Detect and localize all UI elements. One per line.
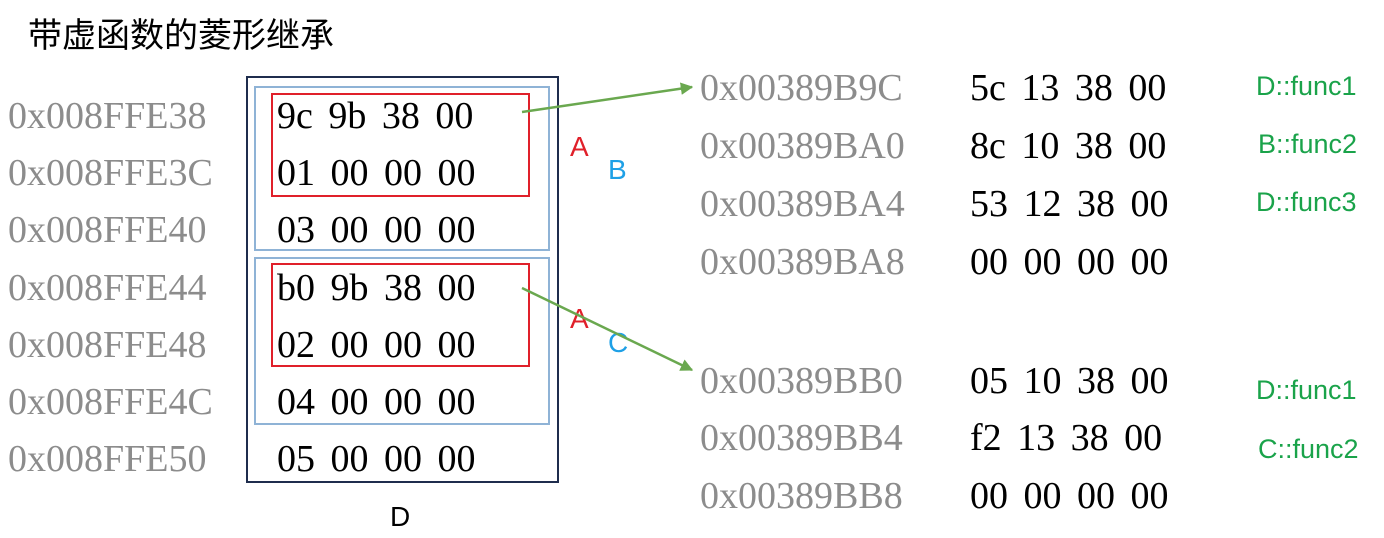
object-bytes: 02 00 00 00: [277, 324, 476, 366]
object-bytes: 03 00 00 00: [277, 209, 476, 251]
vtable-bytes: 00 00 00 00: [970, 241, 1169, 283]
vtable-bytes: f2 13 38 00: [970, 417, 1163, 459]
object-address: 0x008FFE38: [8, 95, 207, 137]
vtable-bytes: 05 10 38 00: [970, 360, 1169, 402]
object-address: 0x008FFE40: [8, 209, 207, 251]
object-d-box: [246, 76, 559, 483]
object-bytes: 04 00 00 00: [277, 381, 476, 423]
vptr-b-arrow: [521, 82, 694, 114]
vtable-bytes: 00 00 00 00: [970, 475, 1169, 517]
vtable-function-name: C::func2: [1258, 434, 1359, 464]
vtable-function-name: D::func1: [1256, 71, 1357, 101]
subobject-a-label: A: [570, 131, 589, 162]
vtable-function-name: B::func2: [1258, 129, 1358, 159]
vtable-address: 0x00389B9C: [700, 67, 903, 109]
subobject-a-in-b-frame: [271, 93, 530, 197]
subobject-a-label: A: [570, 303, 589, 334]
vtable-bytes: 53 12 38 00: [970, 183, 1169, 225]
object-bytes: 9c 9b 38 00: [277, 95, 474, 137]
object-bytes: 01 00 00 00: [277, 152, 476, 194]
vptr-c-arrow: [521, 286, 694, 372]
subobject-c-frame: [254, 257, 550, 425]
vtable-address: 0x00389BA4: [700, 183, 905, 225]
object-label: D: [390, 501, 411, 532]
object-address: 0x008FFE48: [8, 324, 207, 366]
object-address: 0x008FFE44: [8, 267, 207, 309]
vtable-function-name: D::func1: [1256, 375, 1357, 405]
vtable-address: 0x00389BA8: [700, 241, 905, 283]
subobject-b-frame: [254, 86, 550, 251]
object-bytes: b0 9b 38 00: [277, 267, 476, 309]
object-address: 0x008FFE4C: [8, 381, 213, 423]
vtable-address: 0x00389BA0: [700, 125, 905, 167]
object-address: 0x008FFE3C: [8, 152, 213, 194]
vtable-function-name: D::func3: [1256, 187, 1357, 217]
vtable-bytes: 5c 13 38 00: [970, 67, 1167, 109]
subobject-b-label: B: [608, 154, 627, 185]
object-address: 0x008FFE50: [8, 438, 207, 480]
vtable-address: 0x00389BB4: [700, 417, 903, 459]
vtable-address: 0x00389BB0: [700, 360, 903, 402]
vtable-address: 0x00389BB8: [700, 475, 903, 517]
subobject-a-in-c-frame: [271, 263, 530, 367]
page-title: 带虚函数的菱形继承: [28, 16, 334, 56]
object-bytes: 05 00 00 00: [277, 438, 476, 480]
vtable-bytes: 8c 10 38 00: [970, 125, 1167, 167]
